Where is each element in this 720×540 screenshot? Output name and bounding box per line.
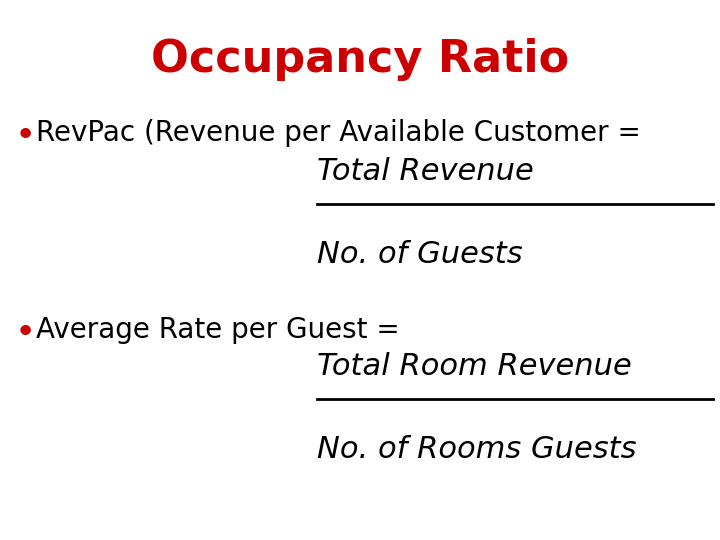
Text: Total Revenue: Total Revenue bbox=[317, 157, 534, 186]
Text: RevPac (Revenue per Available Customer =: RevPac (Revenue per Available Customer = bbox=[36, 119, 641, 147]
Text: No. of Rooms Guests: No. of Rooms Guests bbox=[317, 435, 636, 464]
Text: Occupancy Ratio: Occupancy Ratio bbox=[151, 38, 569, 81]
Text: Total Room Revenue: Total Room Revenue bbox=[317, 352, 631, 381]
Text: No. of Guests: No. of Guests bbox=[317, 240, 523, 269]
Text: •: • bbox=[14, 119, 36, 153]
Text: •: • bbox=[14, 316, 36, 350]
Text: Average Rate per Guest =: Average Rate per Guest = bbox=[36, 316, 400, 344]
